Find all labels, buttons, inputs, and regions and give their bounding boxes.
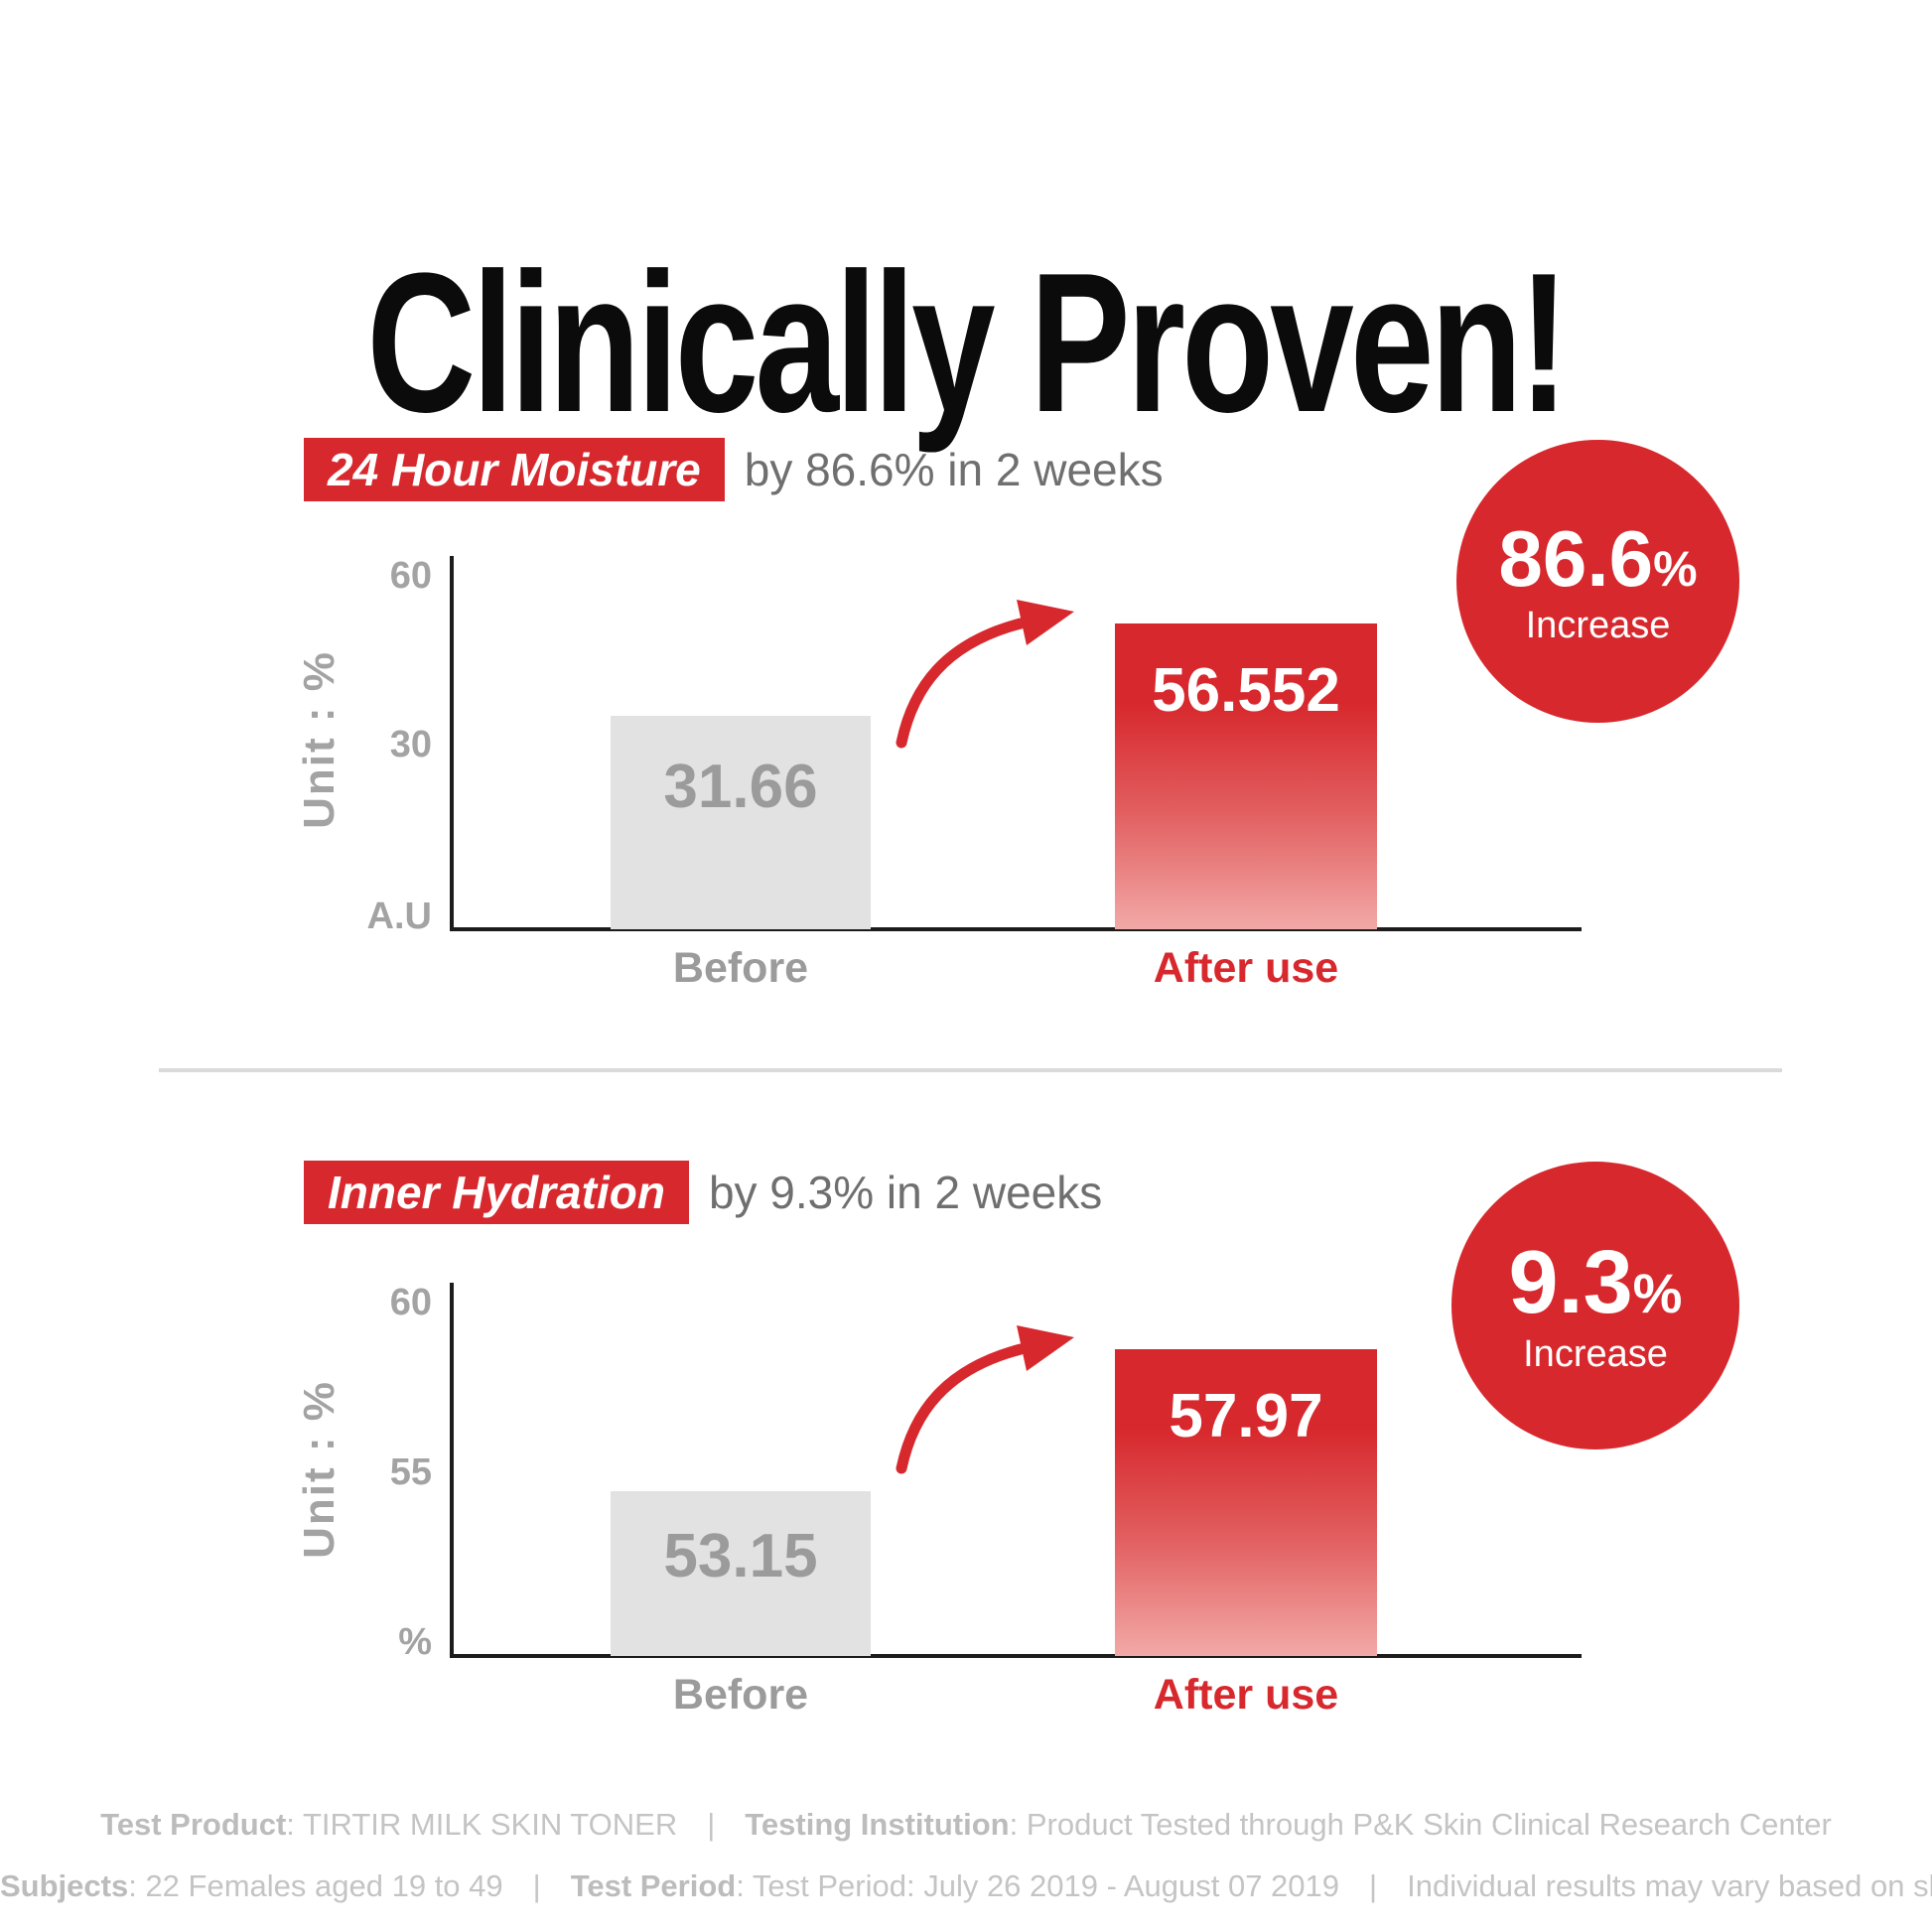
chart1-headline: by 86.6% in 2 weeks (744, 444, 1164, 495)
chart2-badge-value: 9.3 (1508, 1233, 1633, 1332)
footer-separator: | (532, 1868, 541, 1903)
chart2-badge-value-row: 9.3% (1509, 1238, 1683, 1327)
chart1-badge-value: 86.6 (1498, 513, 1654, 603)
footer-test-product-value: : TIRTIR MILK SKIN TONER (286, 1807, 678, 1842)
chart1-bar-after: 56.552 (1115, 623, 1377, 929)
chart2-bar-after-value: 57.97 (1169, 1382, 1323, 1450)
chart2-metric-chip: Inner Hydration (304, 1161, 689, 1224)
section-divider (159, 1068, 1782, 1072)
chart2-header: Inner Hydration by 9.3% in 2 weeks (304, 1161, 1102, 1224)
chart1-x-axis-line (450, 927, 1582, 931)
chart2-bar-before: 53.15 (611, 1491, 871, 1656)
footer-test-product-label: Test Product (100, 1807, 287, 1842)
footer-test-period-value: : Test Period: July 26 2019 - August 07 … (736, 1868, 1340, 1903)
chart1-badge-value-row: 86.6% (1498, 518, 1698, 599)
chart1-increase-arrow-icon (896, 600, 1074, 749)
chart2-x-axis-line (450, 1654, 1582, 1658)
chart2-y-axis-line (450, 1283, 454, 1658)
footer-line-1: Test Product: TIRTIR MILK SKIN TONER | Tes… (0, 1807, 1932, 1843)
chart1-bar-before-value: 31.66 (663, 753, 818, 821)
chart2-bar-before-value: 53.15 (663, 1522, 818, 1590)
chart2-bar-after: 57.97 (1115, 1349, 1377, 1656)
chart2-ytick-60: 60 (389, 1282, 432, 1323)
chart1-bar-before: 31.66 (611, 716, 871, 929)
footer-line-2: Subjects: 22 Females aged 19 to 49 | Test … (0, 1868, 1932, 1904)
chart1-ytick-60: 60 (389, 555, 432, 597)
chart1-category-before: Before (672, 944, 809, 992)
chart1-ytick-30: 30 (389, 724, 432, 765)
chart1-header: 24 Hour Moisture by 86.6% in 2 weeks (304, 438, 1164, 501)
chart2-increase-badge: 9.3% Increase (1451, 1162, 1739, 1449)
footer-separator: | (1369, 1868, 1378, 1903)
chart1-metric-chip: 24 Hour Moisture (304, 438, 725, 501)
footer-testing-institution-value: : Product Tested through P&K Skin Clinic… (1009, 1807, 1832, 1842)
chart2-badge-caption: Increase (1523, 1333, 1668, 1375)
chart2-ytick-pct: % (398, 1621, 432, 1663)
footer-testing-institution-label: Testing Institution (745, 1807, 1010, 1842)
chart2-category-before: Before (672, 1671, 809, 1719)
footer-disclaimer: Individual results may vary based on ski… (1407, 1868, 1932, 1903)
chart1-ytick-au: A.U (366, 896, 432, 937)
chart1-increase-badge: 86.6% Increase (1456, 440, 1739, 723)
chart1-badge-percent-sign: % (1653, 540, 1698, 597)
footer-separator: | (707, 1807, 716, 1842)
chart2-increase-arrow-icon (896, 1325, 1074, 1474)
chart2-headline: by 9.3% in 2 weeks (708, 1167, 1103, 1218)
chart2-y-axis-title: Unit : % (295, 1380, 344, 1559)
chart2-badge-percent-sign: % (1632, 1262, 1683, 1324)
chart2-category-after: After use (1153, 1671, 1339, 1719)
chart1-bar-after-value: 56.552 (1152, 656, 1340, 725)
footer-subjects-value: : 22 Females aged 19 to 49 (128, 1868, 503, 1903)
chart1-y-axis-title: Unit : % (295, 650, 344, 829)
chart1-badge-caption: Increase (1525, 604, 1671, 646)
chart2-ytick-55: 55 (389, 1451, 432, 1493)
chart1-category-after: After use (1153, 944, 1339, 992)
page-title: Clinically Proven! (366, 232, 1569, 454)
footer-test-period-label: Test Period (570, 1868, 737, 1903)
footer-subjects-label: Subjects (0, 1868, 129, 1903)
chart1-y-axis-line (450, 556, 454, 931)
